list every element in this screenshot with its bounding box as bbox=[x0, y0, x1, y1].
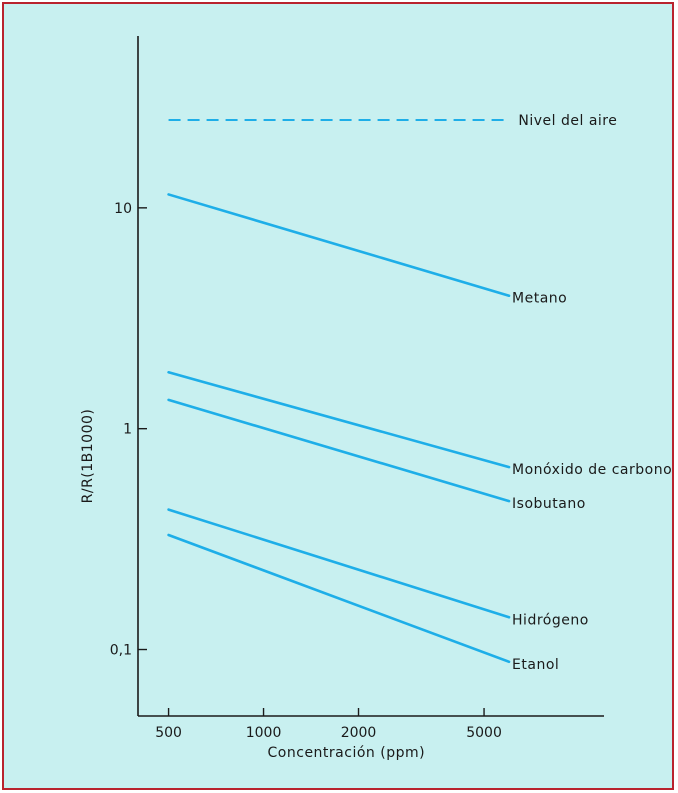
series-line-monoxido-de-carbono bbox=[167, 371, 511, 469]
y-axis-title: R/R(1B1000) bbox=[80, 409, 96, 504]
reference-line-label: Nivel del aire bbox=[518, 113, 617, 129]
series-line-hidrogeno bbox=[167, 508, 511, 619]
x-ticks: 500 1000 2000 5000 bbox=[155, 708, 502, 741]
series-line-isobutano bbox=[167, 398, 511, 503]
x-tick-label: 500 bbox=[155, 725, 182, 741]
x-axis-title: Concentración (ppm) bbox=[268, 745, 426, 761]
series-lines: Metano Monóxido de carbono Isobutano Hidróg… bbox=[167, 193, 672, 673]
y-ticks: 0,1 1 10 bbox=[110, 201, 147, 659]
axes bbox=[137, 36, 604, 717]
series-label-isobutano: Isobutano bbox=[512, 496, 586, 512]
x-tick-label: 5000 bbox=[466, 725, 502, 741]
series-line-metano bbox=[167, 193, 511, 298]
x-tick-label: 2000 bbox=[341, 725, 377, 741]
series-label-monoxido-de-carbono: Monóxido de carbono bbox=[512, 462, 672, 478]
series-label-hidrogeno: Hidrógeno bbox=[512, 612, 589, 628]
series-label-etanol: Etanol bbox=[512, 657, 559, 673]
y-tick-label: 1 bbox=[123, 422, 132, 438]
reference-line-group: Nivel del aire bbox=[168, 113, 617, 129]
y-tick-label: 0,1 bbox=[110, 643, 132, 659]
x-tick-label: 1000 bbox=[246, 725, 282, 741]
series-line-etanol bbox=[167, 533, 511, 664]
y-tick-label: 10 bbox=[114, 201, 132, 217]
series-label-metano: Metano bbox=[512, 291, 567, 307]
